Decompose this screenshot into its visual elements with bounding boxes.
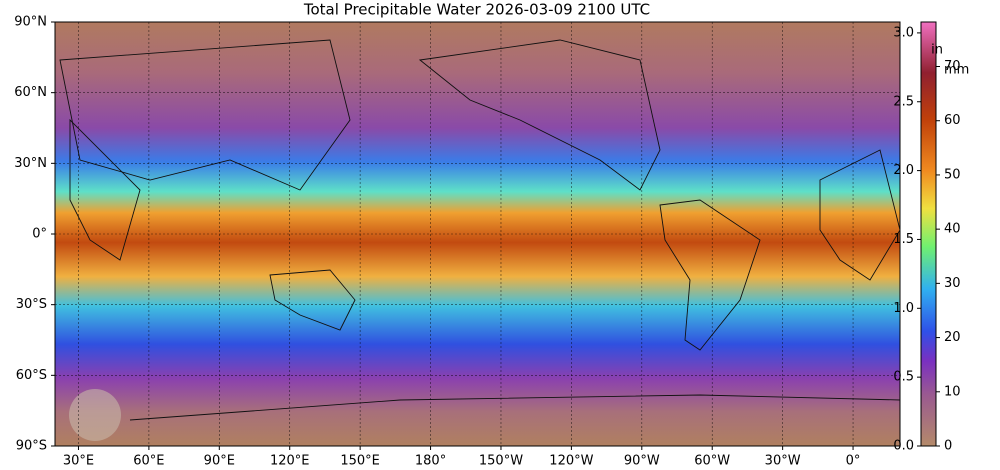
mm-tick-label: 0 (944, 439, 952, 454)
in-tick-label: 3.0 (893, 25, 914, 40)
in-tick-label: 0.5 (893, 370, 914, 385)
in-tick-label: 0.0 (893, 439, 914, 454)
lon-label: 150°E (340, 454, 380, 469)
in-tick-label: 1.0 (893, 301, 914, 316)
lon-label: 120°E (270, 454, 310, 469)
mm-tick-label: 30 (944, 276, 961, 291)
lat-label: 30°N (14, 156, 47, 171)
lon-label: 120°W (549, 454, 593, 469)
lon-label: 60°E (133, 454, 164, 469)
in-tick-label: 2.0 (893, 163, 914, 178)
lon-label: 0° (846, 454, 861, 469)
mm-tick-label: 10 (944, 384, 961, 399)
lon-label: 90°E (204, 454, 235, 469)
lat-label: 90°S (16, 439, 47, 454)
lon-label: 150°W (479, 454, 523, 469)
lon-label: 30°W (765, 454, 801, 469)
coastlines (59, 39, 901, 421)
in-unit: in (931, 43, 943, 58)
mm-tick-label: 20 (944, 330, 961, 345)
lon-label: 180° (415, 454, 446, 469)
logo (69, 389, 121, 441)
mm-unit: mm (944, 63, 969, 78)
map-title: Total Precipitable Water 2026-03-09 2100… (303, 1, 650, 19)
lat-label: 60°N (14, 85, 47, 100)
in-tick-label: 1.5 (893, 232, 914, 247)
lat-label: 90°N (14, 15, 47, 30)
lat-label: 30°S (16, 297, 47, 312)
lon-label: 30°E (63, 454, 94, 469)
mm-tick-label: 70 (944, 59, 961, 74)
colorbar (920, 21, 937, 447)
tpw-imagery (54, 21, 901, 447)
lon-label: 90°W (624, 454, 660, 469)
mm-tick-label: 60 (944, 113, 961, 128)
in-tick-label: 2.5 (893, 94, 914, 109)
lat-label: 60°S (16, 368, 47, 383)
mm-tick-label: 50 (944, 167, 961, 182)
lon-label: 60°W (694, 454, 730, 469)
lat-label: 0° (32, 227, 47, 242)
mm-tick-label: 40 (944, 222, 961, 237)
